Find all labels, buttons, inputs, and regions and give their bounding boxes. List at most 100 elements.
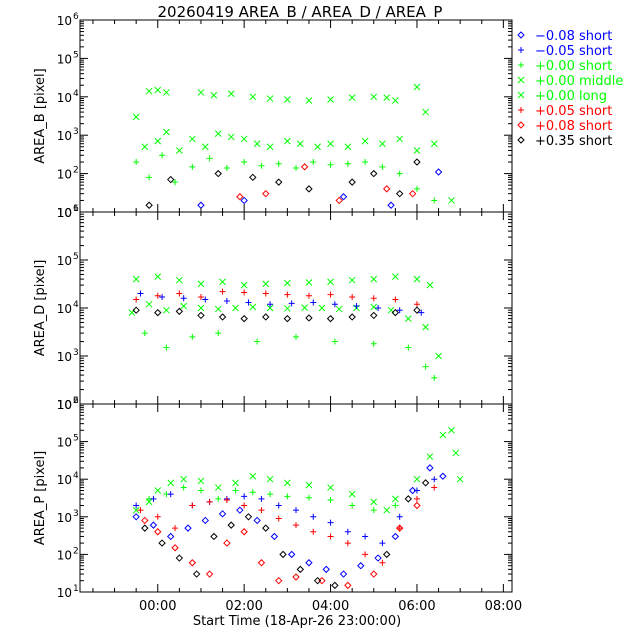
- data-point: [270, 532, 279, 541]
- data-point: [379, 163, 386, 170]
- data-point: [379, 540, 386, 547]
- legend-label: +0.35 short: [535, 134, 612, 149]
- data-point: [313, 576, 322, 585]
- data-point: [392, 502, 399, 509]
- data-point: [296, 140, 304, 148]
- data-point: [223, 539, 231, 547]
- data-point: [262, 280, 270, 288]
- data-point: [214, 130, 222, 137]
- legend-marker: [518, 107, 524, 113]
- data-point: [149, 521, 158, 529]
- data-point: [141, 330, 148, 337]
- data-point: [141, 524, 149, 532]
- data-point: [262, 524, 270, 532]
- data-point: [392, 495, 399, 503]
- data-point: [266, 304, 274, 312]
- data-point: [284, 279, 291, 287]
- data-point: [158, 539, 166, 547]
- data-point: [283, 314, 292, 323]
- y-tick-exponent: 4: [73, 300, 79, 310]
- data-point: [314, 143, 321, 151]
- data-point: [227, 133, 235, 141]
- data-point: [145, 87, 153, 95]
- data-point: [154, 273, 162, 280]
- legend-label: +0.00 short: [535, 59, 612, 74]
- data-point: [413, 306, 421, 314]
- data-point: [227, 521, 235, 529]
- data-point: [154, 86, 162, 94]
- data-point: [132, 513, 140, 521]
- data-point: [310, 513, 317, 520]
- y-tick-label: 10: [57, 168, 72, 182]
- data-point: [287, 550, 296, 559]
- data-point: [426, 464, 434, 472]
- data-point: [249, 303, 257, 311]
- data-point: [133, 502, 140, 509]
- data-point: [293, 333, 299, 340]
- data-point: [348, 94, 356, 102]
- data-point: [176, 290, 183, 297]
- legend-label: −0.05 short: [535, 44, 612, 59]
- data-point: [413, 275, 421, 283]
- data-point: [146, 174, 153, 181]
- data-point: [184, 524, 192, 532]
- data-point: [344, 540, 351, 547]
- data-point: [163, 89, 170, 96]
- y-tick-exponent: 2: [73, 396, 79, 406]
- data-point: [267, 491, 274, 498]
- data-point: [145, 300, 153, 308]
- data-point: [439, 472, 447, 480]
- data-point: [284, 291, 291, 298]
- data-point: [249, 173, 257, 182]
- data-point: [370, 169, 378, 178]
- data-point: [163, 128, 170, 136]
- y-tick-exponent: 2: [73, 546, 79, 556]
- data-point: [370, 303, 378, 311]
- data-point: [370, 570, 378, 578]
- data-point: [404, 495, 413, 503]
- y-tick-label: 10: [57, 14, 72, 28]
- legend-label: −0.08 short: [535, 29, 612, 44]
- data-point: [240, 281, 248, 289]
- data-point: [188, 135, 196, 143]
- data-point: [232, 479, 239, 487]
- data-point: [150, 495, 157, 502]
- data-point: [245, 299, 252, 306]
- data-point: [339, 570, 348, 578]
- data-point: [189, 163, 196, 170]
- x-axis-label: Start Time (18-Apr-26 23:00:00): [193, 614, 401, 629]
- data-point: [137, 290, 144, 297]
- y-axis-label: AREA_P [pixel]: [33, 451, 48, 545]
- data-point: [293, 164, 299, 171]
- data-point: [431, 476, 438, 483]
- data-point: [240, 314, 248, 323]
- y-tick-label: 10: [57, 206, 72, 220]
- data-point: [396, 135, 404, 143]
- data-point: [241, 493, 248, 500]
- y-axis-label: AREA_B [pixel]: [33, 68, 48, 164]
- data-point: [327, 161, 334, 168]
- data-point: [284, 479, 291, 487]
- y-tick-exponent: 6: [73, 12, 79, 22]
- data-point: [210, 532, 218, 541]
- data-point: [159, 152, 166, 159]
- data-point: [214, 305, 222, 313]
- data-point: [180, 302, 188, 310]
- data-point: [456, 475, 464, 483]
- data-point: [236, 506, 244, 514]
- data-point: [331, 301, 338, 308]
- data-point: [370, 93, 378, 101]
- y-tick-label: 10: [57, 548, 72, 562]
- data-point: [413, 487, 420, 494]
- data-point: [154, 513, 161, 520]
- data-point: [383, 94, 391, 102]
- data-point: [331, 338, 338, 345]
- data-point: [327, 496, 334, 503]
- data-point: [279, 550, 287, 559]
- data-point: [232, 487, 239, 494]
- x-tick-label: 04:00: [312, 599, 349, 614]
- data-point: [370, 507, 377, 514]
- data-point: [167, 532, 175, 541]
- data-point: [396, 513, 403, 520]
